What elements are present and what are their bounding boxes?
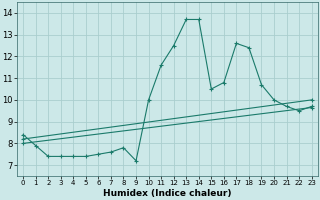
X-axis label: Humidex (Indice chaleur): Humidex (Indice chaleur) [103,189,232,198]
